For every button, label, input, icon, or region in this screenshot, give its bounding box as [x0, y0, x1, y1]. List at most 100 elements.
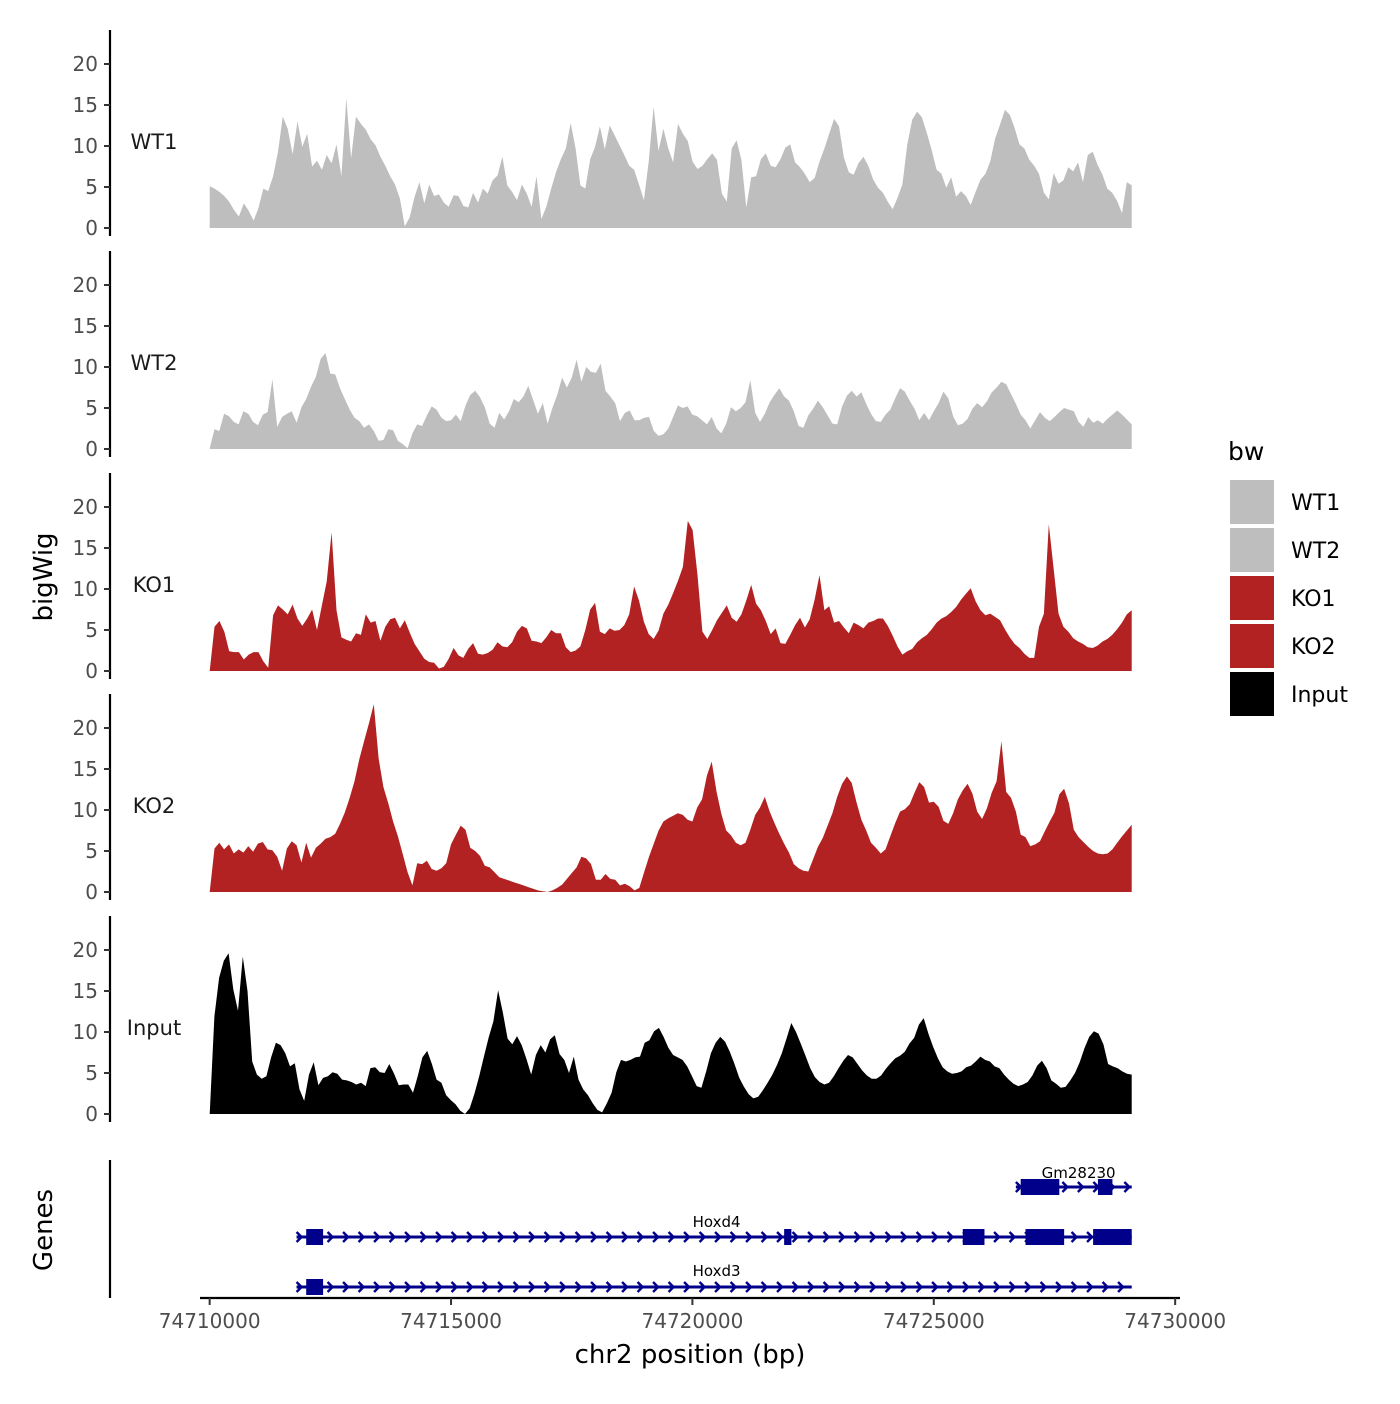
y-tick-label: 15	[73, 757, 98, 781]
strand-arrow	[1117, 1281, 1125, 1293]
track-ko1: 0 5 10 15 20 KO1	[73, 473, 1132, 683]
strand-arrow	[931, 1231, 939, 1243]
strand-arrow	[993, 1231, 1001, 1243]
strand-arrow	[745, 1281, 753, 1293]
legend-key-input	[1230, 672, 1274, 716]
strand-arrow	[962, 1281, 970, 1293]
gene-gm28230: Gm28230	[1015, 1164, 1132, 1195]
x-tick-label: 74715000	[400, 1309, 502, 1333]
genes-panel-title: Genes	[29, 1189, 59, 1271]
exon	[1093, 1229, 1132, 1245]
strand-arrow	[776, 1281, 784, 1293]
gene-label: Gm28230	[1042, 1164, 1116, 1182]
y-tick-label: 0	[85, 216, 98, 240]
legend-key-wt2	[1230, 528, 1274, 572]
strand-arrow	[977, 1281, 986, 1293]
strand-arrow	[574, 1281, 583, 1293]
strand-arrow	[931, 1281, 939, 1293]
strand-arrow	[915, 1281, 924, 1293]
strand-arrow	[760, 1231, 769, 1243]
y-tick-label: 5	[85, 618, 98, 642]
strand-arrow	[946, 1281, 955, 1293]
x-tick-label: 74730000	[1124, 1309, 1226, 1333]
strand-arrow	[652, 1281, 660, 1293]
track-label-input: Input	[127, 1016, 181, 1040]
track-label-ko1: KO1	[133, 573, 176, 597]
track-wt1: 0 5 10 15 20 WT1	[73, 30, 1132, 240]
strand-arrow	[512, 1281, 521, 1293]
strand-arrow	[1008, 1231, 1017, 1243]
y-tick-label: 15	[73, 93, 98, 117]
track-input: 0 5 10 15 20 Input	[73, 916, 1132, 1126]
strand-arrow	[590, 1231, 598, 1243]
y-tick-label: 10	[73, 134, 98, 158]
strand-arrow	[698, 1281, 707, 1293]
legend-title: bw	[1228, 437, 1264, 466]
y-tick-label: 5	[85, 396, 98, 420]
strand-arrow	[435, 1231, 443, 1243]
area-wt1	[209, 98, 1132, 229]
strand-arrow	[621, 1231, 629, 1243]
y-tick-label: 0	[85, 1102, 98, 1126]
strand-arrow	[466, 1281, 474, 1293]
strand-arrow	[1055, 1281, 1063, 1293]
strand-arrow	[528, 1281, 536, 1293]
y-tick-label: 15	[73, 314, 98, 338]
legend-key-ko1	[1230, 576, 1274, 620]
area-ko1	[209, 520, 1132, 671]
strand-arrow	[776, 1231, 784, 1243]
legend-label-ko2: KO2	[1291, 635, 1336, 660]
strand-arrow	[1039, 1281, 1048, 1293]
strand-arrow	[481, 1281, 490, 1293]
strand-arrow	[295, 1231, 304, 1243]
y-tick-label: 20	[73, 273, 98, 297]
strand-arrow	[590, 1281, 598, 1293]
track-ko2: 0 5 10 15 20 KO2	[73, 694, 1132, 904]
strand-arrow	[714, 1281, 722, 1293]
strand-arrow	[574, 1231, 583, 1243]
y-tick-label: 10	[73, 355, 98, 379]
strand-arrow	[388, 1281, 397, 1293]
strand-arrow	[869, 1281, 877, 1293]
track-label-ko2: KO2	[133, 794, 176, 818]
track-label-wt1: WT1	[131, 130, 178, 154]
strand-arrow	[853, 1281, 862, 1293]
strand-arrow	[838, 1281, 846, 1293]
strand-arrow	[295, 1281, 304, 1293]
exon	[962, 1229, 985, 1245]
x-tick-label: 74725000	[883, 1309, 985, 1333]
strand-arrow	[652, 1231, 660, 1243]
strand-arrow	[1024, 1281, 1032, 1293]
strand-arrow	[1123, 1181, 1132, 1193]
strand-arrow	[1061, 1181, 1070, 1193]
strand-arrow	[791, 1231, 800, 1243]
exon	[1025, 1229, 1065, 1245]
area-input	[209, 953, 1132, 1114]
exon	[1097, 1179, 1113, 1195]
strand-arrow	[1070, 1231, 1079, 1243]
strand-arrow	[342, 1231, 350, 1243]
gene-label: Hoxd4	[693, 1213, 741, 1231]
strand-arrow	[357, 1281, 366, 1293]
y-tick-label: 10	[73, 577, 98, 601]
strand-arrow	[528, 1231, 536, 1243]
strand-arrow	[1070, 1281, 1079, 1293]
strand-arrow	[450, 1281, 459, 1293]
legend-key-wt1	[1230, 480, 1274, 524]
strand-arrow	[807, 1231, 815, 1243]
legend-label-ko1: KO1	[1291, 587, 1336, 612]
y-tick-label: 0	[85, 659, 98, 683]
strand-arrow	[714, 1231, 722, 1243]
y-axis-title: bigWig	[29, 532, 59, 621]
legend-key-ko2	[1230, 624, 1274, 668]
strand-arrow	[1086, 1281, 1094, 1293]
y-tick-label: 20	[73, 716, 98, 740]
strand-arrow	[636, 1231, 645, 1243]
strand-arrow	[807, 1281, 815, 1293]
strand-arrow	[1077, 1181, 1085, 1193]
y-tick-label: 15	[73, 979, 98, 1003]
strand-arrow	[838, 1231, 846, 1243]
strand-arrow	[1101, 1281, 1110, 1293]
strand-arrow	[822, 1281, 831, 1293]
